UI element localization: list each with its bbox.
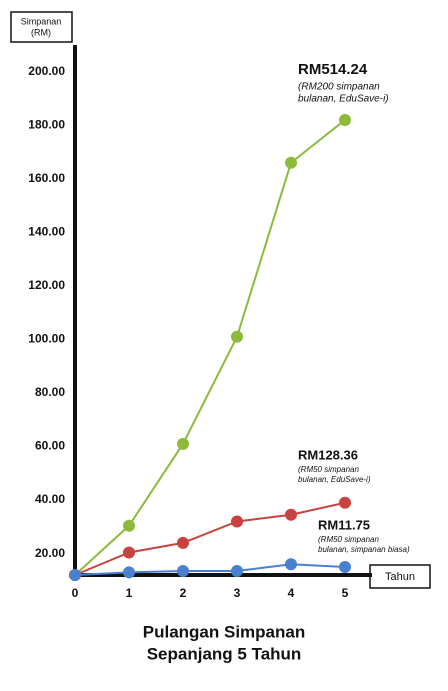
- point: [69, 569, 81, 581]
- annotation-note: bulanan, EduSave-i): [298, 94, 389, 105]
- series-line: [74, 563, 346, 576]
- y-tick-label: 40.00: [35, 492, 65, 506]
- point: [231, 330, 243, 343]
- point: [339, 560, 351, 573]
- y-tick-label: 160.00: [28, 171, 65, 185]
- x-tick-label: 3: [234, 586, 241, 600]
- point: [285, 558, 297, 571]
- annotation-amount: RM11.75: [318, 517, 370, 532]
- y-tick-label: 180.00: [28, 117, 65, 131]
- chart-title: Sepanjang 5 Tahun: [147, 644, 302, 663]
- point: [123, 519, 135, 532]
- point: [231, 564, 243, 577]
- series-line: [74, 501, 346, 576]
- annotation-note: bulanan, EduSave-i): [298, 475, 371, 484]
- y-tick-label: 120.00: [28, 278, 65, 292]
- point: [339, 496, 351, 509]
- annotation-amount: RM128.36: [298, 447, 358, 462]
- series-line: [74, 119, 346, 576]
- point: [177, 564, 189, 577]
- y-tick-label: 20.00: [35, 546, 65, 560]
- annotation-amount: RM514.24: [298, 61, 368, 78]
- point: [285, 156, 297, 169]
- point: [177, 437, 189, 450]
- y-tick-label: 200.00: [28, 64, 65, 78]
- point: [123, 546, 135, 559]
- annotation-note: (RM50 simpanan: [318, 535, 379, 544]
- annotation-note: bulanan, simpanan biasa): [318, 545, 410, 554]
- x-tick-label: 5: [342, 586, 349, 600]
- y-label: (RM): [31, 27, 51, 37]
- x-tick-label: 0: [72, 586, 79, 600]
- point: [231, 515, 243, 528]
- x-tick-label: 4: [288, 586, 295, 600]
- point: [285, 508, 297, 521]
- y-tick-label: 60.00: [35, 439, 65, 453]
- y-label: Simpanan: [21, 16, 62, 26]
- chart-title: Pulangan Simpanan: [143, 622, 305, 641]
- x-tick-label: 2: [180, 586, 187, 600]
- point: [339, 113, 351, 126]
- annotation-note: (RM50 simpanan: [298, 465, 359, 474]
- point: [177, 536, 189, 549]
- y-tick-label: 140.00: [28, 225, 65, 239]
- point: [123, 566, 135, 579]
- annotation-note: (RM200 simpanan: [298, 82, 380, 93]
- x-tick-label: 1: [126, 586, 133, 600]
- y-label-box: [10, 11, 73, 43]
- y-tick-label: 80.00: [35, 385, 65, 399]
- x-label: Tahun: [385, 571, 415, 583]
- y-tick-label: 100.00: [28, 332, 65, 346]
